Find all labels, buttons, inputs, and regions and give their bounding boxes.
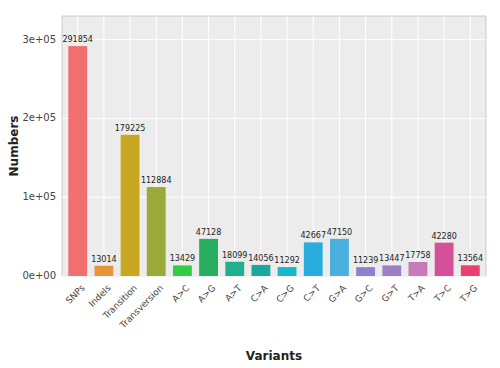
data-label: 179225 bbox=[115, 124, 146, 133]
x-grid-line bbox=[287, 16, 288, 276]
bar bbox=[147, 187, 166, 276]
x-tick-label: SNPs bbox=[64, 283, 87, 306]
x-grid-line bbox=[417, 16, 418, 276]
data-labels: 291854 13014 179225 112884 13429 47128 1809914… bbox=[62, 35, 483, 265]
data-label: 18099 bbox=[222, 251, 247, 260]
bar bbox=[330, 239, 349, 276]
x-grid-line bbox=[234, 16, 235, 276]
x-tick-label: G>T bbox=[379, 283, 401, 305]
x-grid-line bbox=[260, 16, 261, 276]
bar bbox=[251, 265, 270, 276]
y-grid-line bbox=[62, 39, 486, 40]
bar bbox=[304, 242, 323, 276]
bar bbox=[409, 262, 428, 276]
x-tick-label: C>G bbox=[274, 283, 296, 305]
data-label: 13429 bbox=[170, 254, 195, 263]
chart-container: 0e+00 1e+05 2e+05 3e+05 291854 13014 179225 112… bbox=[0, 0, 500, 368]
x-axis-label: Variants bbox=[246, 349, 302, 363]
x-tick-label: A>T bbox=[223, 283, 244, 304]
data-label: 17758 bbox=[405, 251, 430, 260]
bar bbox=[68, 46, 87, 276]
bar bbox=[199, 239, 218, 276]
grid bbox=[62, 16, 486, 276]
x-grid-line bbox=[182, 16, 183, 276]
bar bbox=[382, 265, 401, 276]
y-tick-label: 1e+05 bbox=[22, 191, 56, 202]
x-tick-label: T>G bbox=[457, 283, 479, 305]
x-tick-label: T>A bbox=[406, 282, 428, 304]
bar bbox=[225, 262, 244, 276]
x-tick-label: A>G bbox=[196, 283, 218, 305]
data-label: 112884 bbox=[141, 176, 172, 185]
y-tick-label: 0e+00 bbox=[22, 270, 56, 281]
bar bbox=[121, 135, 140, 276]
data-label: 14056 bbox=[248, 254, 273, 263]
x-tick-label: A>C bbox=[170, 283, 191, 304]
bar bbox=[356, 267, 375, 276]
data-label: 13014 bbox=[91, 255, 116, 264]
x-tick-label: Transversion bbox=[117, 283, 165, 331]
x-tick-label: C>A bbox=[249, 282, 271, 304]
chart: 0e+00 1e+05 2e+05 3e+05 291854 13014 179225 112… bbox=[0, 0, 500, 368]
x-tick-label: C>T bbox=[301, 283, 322, 304]
y-tick-label: 3e+05 bbox=[22, 34, 56, 45]
data-label: 13564 bbox=[458, 254, 483, 263]
data-label: 42280 bbox=[431, 232, 456, 241]
x-grid-line bbox=[103, 16, 104, 276]
data-label: 42667 bbox=[301, 231, 326, 240]
data-label: 11239 bbox=[353, 256, 378, 265]
y-tick-label: 2e+05 bbox=[22, 112, 56, 123]
x-tick-label: T>C bbox=[432, 283, 453, 304]
y-axis-label: Numbers bbox=[7, 116, 21, 177]
x-tick-label: G>A bbox=[327, 282, 349, 304]
data-label: 11292 bbox=[274, 256, 299, 265]
plot-area bbox=[62, 16, 486, 276]
y-grid-line bbox=[62, 118, 486, 119]
bar bbox=[461, 265, 480, 276]
x-tick-label: G>C bbox=[353, 283, 375, 305]
x-grid-line bbox=[391, 16, 392, 276]
x-grid-line bbox=[339, 16, 340, 276]
bars bbox=[68, 46, 479, 276]
data-label: 47128 bbox=[196, 228, 221, 237]
data-label: 291854 bbox=[62, 35, 93, 44]
bar bbox=[94, 266, 113, 276]
data-label: 47150 bbox=[327, 228, 352, 237]
bar bbox=[173, 265, 192, 276]
bar bbox=[435, 243, 454, 276]
x-grid-line bbox=[470, 16, 471, 276]
bar bbox=[278, 267, 297, 276]
x-grid-line bbox=[208, 16, 209, 276]
x-grid-line bbox=[365, 16, 366, 276]
data-label: 13447 bbox=[379, 254, 404, 263]
